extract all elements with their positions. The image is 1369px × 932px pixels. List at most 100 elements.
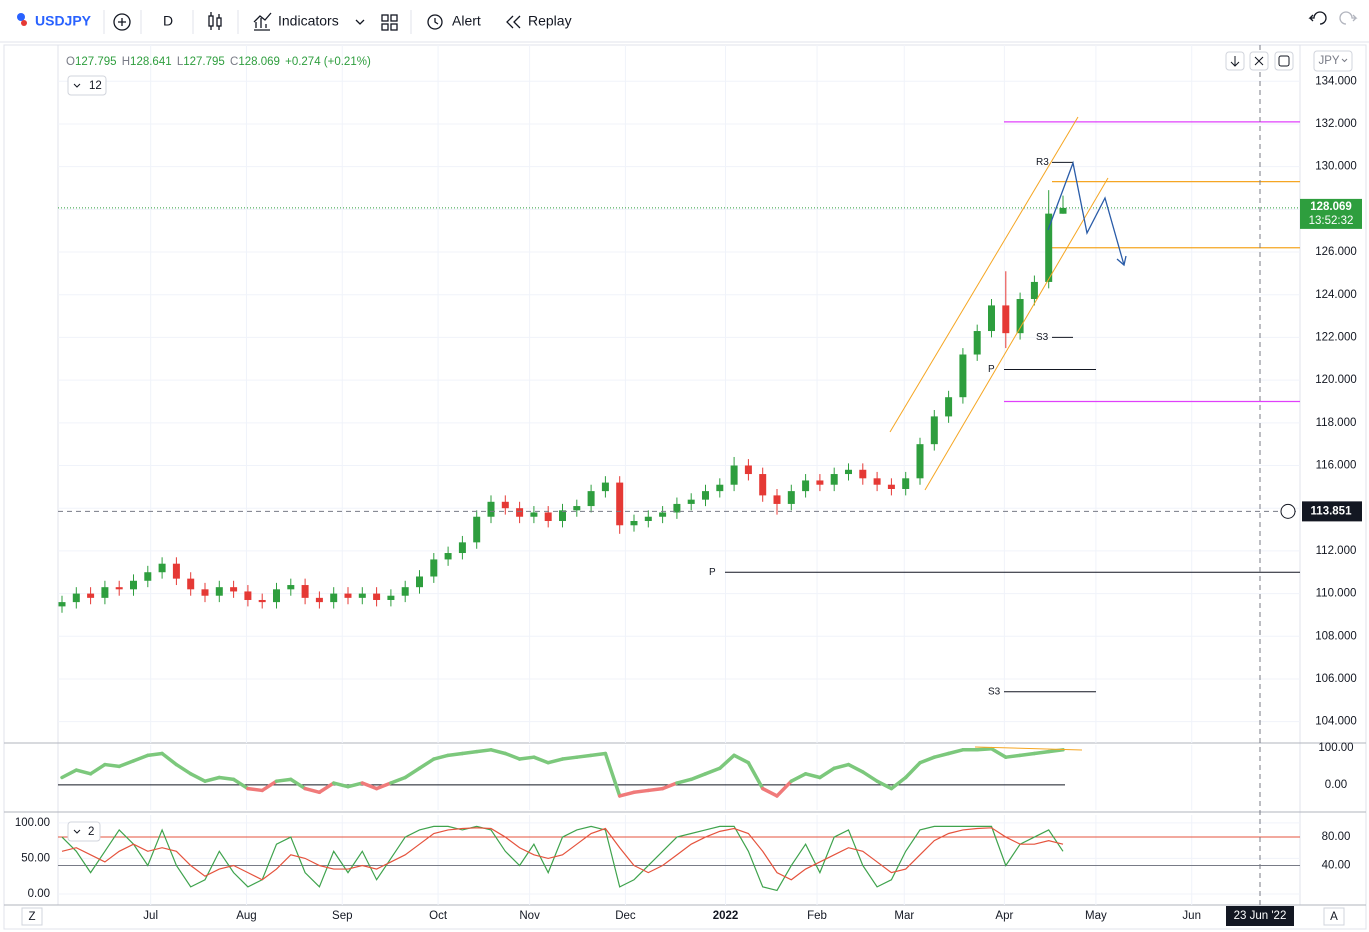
candle-body (873, 478, 881, 485)
y-tick-label: 100.00 (1318, 742, 1353, 754)
candle-body (802, 480, 810, 492)
x-tick-label: May (1085, 910, 1107, 922)
oscillator-segment (174, 762, 193, 776)
candle-body (830, 474, 838, 485)
currency-label: JPY (1318, 55, 1339, 67)
x-tick-label: 2022 (713, 910, 739, 922)
undo-button[interactable] (1308, 11, 1327, 25)
maximize-icon (1254, 56, 1264, 66)
candle-body (744, 465, 752, 475)
candle-body (444, 553, 452, 560)
candle-body (172, 563, 180, 579)
interval-button[interactable]: D (163, 13, 173, 29)
ohlc-legend: O127.795 H128.641 L127.795 C128.069 +0.2… (66, 56, 371, 68)
candle-body (87, 593, 95, 598)
layout-button[interactable] (381, 14, 398, 31)
oscillator-segment (689, 772, 708, 782)
replay-button[interactable]: Replay (528, 13, 572, 29)
oscillator-segment (146, 751, 164, 758)
y2-tick-label: 40.00 (1322, 860, 1351, 872)
oscillator-segment (460, 749, 479, 756)
indicator-count: 12 (89, 80, 102, 92)
candle-body (115, 587, 123, 590)
oscillator-segment (946, 748, 965, 756)
candle-body (187, 578, 195, 590)
candle-body (659, 512, 667, 517)
plots: R3 S3 P P S3 (58, 121, 1300, 892)
oscillator-segment (103, 762, 121, 769)
alert-icon (434, 18, 439, 25)
candle-body (687, 499, 695, 504)
fullscreen-button[interactable] (1274, 51, 1294, 71)
y-tick-label: 118.000 (1316, 417, 1357, 429)
symbol-icon (21, 20, 27, 26)
indicator-count: 2 (88, 826, 94, 838)
crosshair-price-box (1302, 501, 1362, 522)
indicator-toggle[interactable] (67, 75, 107, 96)
y-tick-label: 50.00 (21, 852, 50, 864)
indicators-button[interactable]: Indicators (278, 13, 339, 29)
candle-body (430, 559, 438, 577)
oscillator-segment (818, 766, 836, 780)
candle-body (301, 585, 309, 598)
add-symbol-button[interactable] (113, 13, 131, 31)
candle-body (759, 474, 767, 496)
candle-body (930, 416, 938, 445)
oscillator-segment (575, 753, 593, 759)
arrow-icon (1230, 56, 1240, 67)
candle-body (330, 593, 338, 603)
last-price-box (1300, 198, 1362, 229)
oscillator-segment (846, 762, 865, 774)
ohlc-prefix: H (122, 56, 130, 68)
crosshair-add-button[interactable] (1280, 503, 1296, 519)
redo-button[interactable] (1339, 11, 1358, 25)
alert-button[interactable]: Alert (452, 13, 481, 29)
oscillator-segment (675, 777, 693, 785)
y2-tick-label: 80.00 (1322, 831, 1351, 843)
oscillator-segment (503, 751, 522, 761)
candle-body (630, 521, 638, 526)
scale-button[interactable] (1323, 907, 1345, 926)
chart-type-button[interactable] (208, 12, 222, 30)
chevron-icon (73, 83, 81, 88)
scale-button[interactable] (21, 907, 43, 926)
oscillator-segment (760, 786, 779, 798)
oscillator-segment (718, 753, 736, 771)
symbol[interactable]: USDJPY (35, 13, 92, 29)
oscillator-segment (532, 755, 550, 765)
oscillator-segment (1004, 753, 1022, 759)
candle-body (458, 542, 466, 554)
oscillator-segment (203, 775, 222, 783)
oscillator-segment (417, 757, 436, 771)
drawings (889, 116, 1127, 751)
candle-body (158, 563, 166, 573)
oscillator-segment (217, 775, 236, 782)
pivot-label: S3 (1036, 332, 1049, 343)
oscillator-segment (88, 762, 107, 776)
x-tick-label: Dec (615, 910, 636, 922)
x-tick-label: Nov (519, 910, 540, 922)
oscillator-segment (989, 746, 1008, 759)
candle-body (973, 331, 981, 355)
oscillator-segment (975, 746, 994, 752)
channel-line (924, 177, 1109, 491)
oscillator-segment (74, 768, 93, 776)
divergence-line (974, 746, 1083, 751)
x-tick-label: Jun (1182, 910, 1201, 922)
chevron-icon (73, 829, 81, 834)
oscillator-segment (389, 775, 407, 785)
oscillator-segment (317, 781, 336, 795)
currency-button[interactable] (1313, 50, 1353, 72)
replay-icon (506, 15, 521, 29)
indicator-toggle[interactable] (67, 821, 101, 842)
pivot-label: R3 (1036, 157, 1049, 168)
oscillator-segment (289, 777, 307, 791)
x-tick-label: Apr (995, 910, 1013, 922)
oscillator-segment (903, 760, 922, 780)
dropdown-icon[interactable] (355, 19, 365, 25)
oscillator-segment (789, 772, 808, 783)
scale-button-label: Z (28, 911, 35, 923)
candle-body (1059, 207, 1067, 214)
candle-body (601, 482, 609, 492)
